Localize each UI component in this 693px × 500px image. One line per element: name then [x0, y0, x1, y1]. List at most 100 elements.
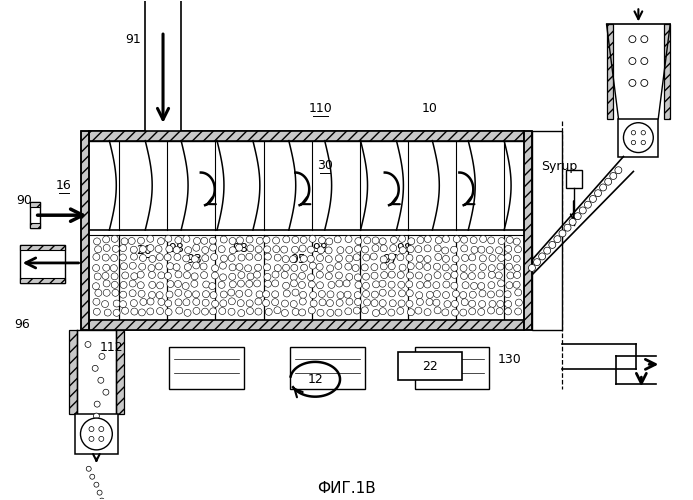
Circle shape [452, 300, 459, 308]
Circle shape [220, 300, 227, 307]
Circle shape [478, 246, 485, 253]
Circle shape [380, 263, 387, 270]
Circle shape [416, 262, 423, 270]
Circle shape [380, 256, 387, 263]
Circle shape [113, 310, 120, 316]
Bar [169, 348, 243, 389]
Circle shape [398, 282, 405, 288]
Circle shape [220, 274, 227, 281]
Circle shape [229, 238, 236, 244]
Circle shape [184, 290, 191, 298]
Circle shape [397, 308, 404, 314]
Circle shape [139, 246, 146, 252]
Circle shape [80, 418, 112, 450]
Circle shape [137, 271, 144, 278]
Circle shape [299, 298, 306, 305]
Circle shape [515, 246, 522, 253]
Circle shape [443, 281, 450, 288]
Circle shape [102, 300, 109, 308]
Circle shape [121, 262, 128, 270]
Bar [532, 130, 562, 330]
Circle shape [468, 272, 475, 280]
Circle shape [459, 292, 466, 298]
Circle shape [220, 262, 227, 269]
Circle shape [164, 254, 171, 261]
Circle shape [139, 263, 146, 270]
Circle shape [272, 298, 279, 306]
Bar [664, 24, 670, 118]
Circle shape [496, 290, 503, 297]
Circle shape [442, 264, 449, 271]
Circle shape [94, 308, 100, 315]
Circle shape [364, 299, 371, 306]
Circle shape [346, 246, 353, 254]
Circle shape [371, 300, 378, 306]
Circle shape [498, 280, 505, 287]
Circle shape [434, 263, 441, 270]
Circle shape [444, 300, 451, 308]
Circle shape [94, 482, 99, 487]
Circle shape [629, 36, 636, 43]
Circle shape [641, 130, 645, 135]
Circle shape [94, 238, 100, 245]
Circle shape [406, 290, 413, 296]
Bar [30, 202, 40, 207]
Circle shape [397, 254, 404, 261]
Circle shape [263, 246, 271, 253]
Circle shape [480, 255, 486, 262]
Circle shape [406, 254, 413, 262]
Circle shape [281, 272, 288, 278]
Circle shape [184, 264, 191, 270]
Circle shape [417, 236, 424, 244]
Bar [75, 414, 119, 454]
Circle shape [272, 237, 279, 244]
Circle shape [157, 308, 164, 314]
Circle shape [130, 262, 137, 269]
Circle shape [157, 282, 164, 289]
Circle shape [353, 307, 360, 314]
Circle shape [308, 256, 315, 262]
Circle shape [147, 244, 154, 252]
Circle shape [130, 253, 137, 260]
Circle shape [236, 244, 243, 251]
Circle shape [299, 245, 306, 252]
Circle shape [300, 236, 307, 244]
Circle shape [416, 292, 423, 298]
Circle shape [424, 281, 431, 288]
Circle shape [121, 308, 128, 314]
Circle shape [238, 280, 245, 287]
Circle shape [94, 401, 100, 407]
Circle shape [137, 237, 144, 244]
Circle shape [299, 309, 306, 316]
Bar [524, 130, 532, 330]
Circle shape [211, 265, 218, 272]
Circle shape [210, 292, 217, 298]
Circle shape [184, 272, 191, 278]
Circle shape [129, 290, 136, 296]
Circle shape [140, 298, 147, 306]
Circle shape [380, 245, 387, 252]
Circle shape [379, 280, 386, 287]
Circle shape [506, 282, 513, 288]
Circle shape [166, 246, 173, 252]
Bar [606, 24, 613, 118]
Circle shape [372, 244, 379, 252]
Circle shape [121, 238, 128, 245]
Circle shape [255, 246, 262, 253]
Circle shape [371, 264, 378, 270]
Circle shape [317, 282, 324, 288]
Circle shape [407, 308, 414, 316]
Circle shape [380, 272, 387, 278]
Circle shape [193, 244, 200, 251]
Circle shape [515, 289, 522, 296]
Circle shape [86, 466, 91, 471]
Circle shape [451, 282, 458, 289]
Circle shape [444, 272, 450, 280]
Circle shape [388, 281, 395, 288]
Circle shape [292, 236, 299, 244]
Circle shape [497, 263, 504, 270]
Bar [398, 352, 462, 380]
Circle shape [641, 140, 645, 144]
Circle shape [335, 255, 342, 262]
Circle shape [155, 263, 162, 270]
